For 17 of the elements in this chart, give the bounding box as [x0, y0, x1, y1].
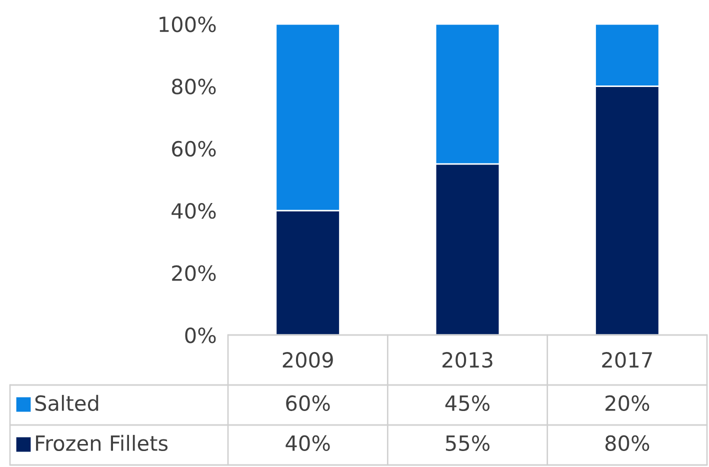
data-label: 80% — [605, 435, 650, 452]
y-tick-label: 20% — [172, 265, 216, 282]
data-label: 20% — [606, 395, 650, 412]
y-tick-label: 40% — [172, 203, 216, 219]
data-label: 45% — [445, 395, 490, 412]
x-tick-label: 2017 — [602, 352, 652, 368]
legend-label: Frozen Fillets — [36, 434, 168, 452]
y-tick-label: 100% — [160, 16, 216, 32]
data-label: 40% — [286, 435, 330, 452]
legend-label: Salted — [35, 394, 98, 412]
y-tick-label: 60% — [172, 140, 216, 157]
data-label: 55% — [446, 435, 490, 452]
x-tick-label: 2013 — [442, 352, 492, 368]
y-tick-label: 80% — [172, 78, 216, 94]
x-tick-label: 2009 — [282, 352, 333, 368]
data-label: 60% — [286, 395, 330, 412]
y-tick-label: 0% — [185, 327, 216, 344]
